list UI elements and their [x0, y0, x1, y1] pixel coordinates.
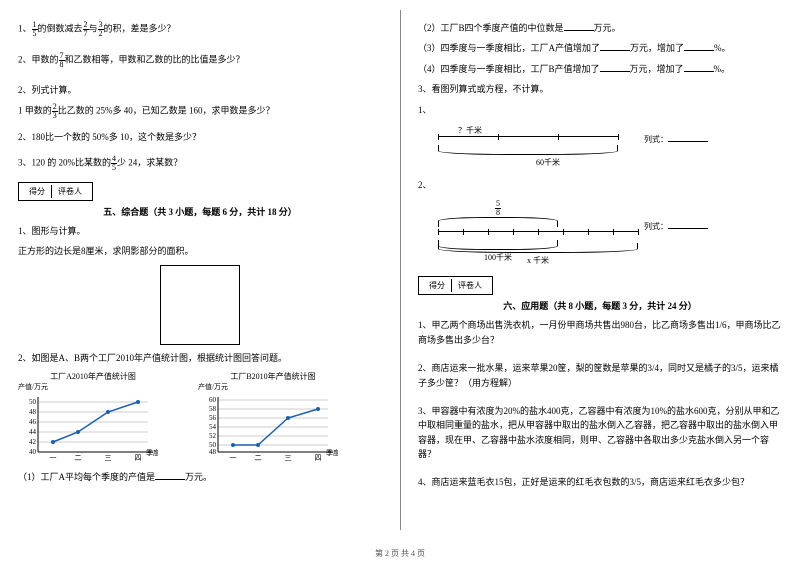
- svg-text:一: 一: [50, 454, 57, 462]
- b1t: 60千米: [438, 157, 658, 168]
- svg-text:一: 一: [230, 454, 237, 462]
- chart-a-title: 工厂A2010年产值统计图: [18, 371, 168, 382]
- svg-text:46: 46: [29, 418, 37, 426]
- left-column: 1、15的倒数减去27与32的积，差是多少？ 2、甲数的78和乙数相等，甲数和乙…: [0, 0, 400, 540]
- t: 的倒数减去: [38, 24, 83, 34]
- t: %。: [714, 64, 731, 74]
- r4: （4）四季度与一季度相比，工厂B产值增加了 万元，增加了 %。: [418, 62, 782, 76]
- svg-text:四: 四: [135, 454, 142, 462]
- geom2: 2、如图是A、B两个工厂2010年产值统计图，根据统计图回答问题。: [18, 351, 382, 365]
- charts: 工厂A2010年产值统计图 产值/万元 504846444240 一二三四季度 …: [18, 371, 382, 464]
- chart-b-ylabel: 产值/万元: [198, 382, 348, 392]
- bracket2: 58 列式： 100千米 x 千米: [438, 200, 658, 266]
- g2q1: （1）工厂A平均每个季度的产值是 万元。: [18, 470, 382, 484]
- t: 1 甲数的: [18, 106, 52, 116]
- svg-text:二: 二: [255, 454, 262, 462]
- app2: 2、商店运来一批水果，运来苹果20筐，梨的筐数是苹果的3/4，同时又是橘子的3/…: [418, 361, 782, 390]
- app1: 1、甲乙两个商场出售洗衣机，一月份甲商场共售出980台，比乙商场多售出1/6，甲…: [418, 318, 782, 347]
- marker-label: 评卷人: [452, 279, 488, 292]
- chart-a-svg: 50 48 46 44 42 40 一 二 三 四季度: [18, 392, 158, 462]
- chart-b-title: 工厂B2010年产值统计图: [198, 371, 348, 382]
- chart-a-ylabel: 产值/万元: [18, 382, 168, 392]
- t: 万元。: [594, 23, 621, 33]
- blank: [564, 22, 594, 31]
- b2-x: x 千米: [438, 255, 638, 266]
- svg-text:三: 三: [285, 454, 292, 462]
- r3: （3）四季度与一季度相比，工厂A产值增加了 万元，增加了 %。: [418, 41, 782, 55]
- score-label: 得分: [423, 279, 452, 292]
- app4: 4、商店运来蓝毛衣15包，正好是运来的红毛衣包数的3/5，商店运来红毛衣多少包？: [418, 475, 782, 489]
- svg-text:58: 58: [209, 405, 217, 413]
- blank: [684, 42, 714, 51]
- score-box: 得分评卷人: [418, 276, 782, 295]
- svg-text:季度: 季度: [146, 448, 158, 457]
- score-label: 得分: [23, 185, 52, 198]
- t: 列式：: [644, 222, 668, 231]
- t: 少 24，求某数？: [117, 157, 182, 167]
- geom1b: 正方形的边长是8厘米，求阴影部分的面积。: [18, 244, 382, 258]
- page-footer: 第 2 页 共 4 页: [0, 548, 800, 559]
- list-head: 2、列式计算。: [18, 83, 382, 97]
- section-6-title: 六、应用题（共 8 小题，每题 3 分，共计 24 分）: [418, 299, 782, 312]
- app3: 3、甲容器中有浓度为20%的盐水400克，乙容器中有浓度为10%的盐水600克，…: [418, 404, 782, 462]
- t: 3、120 的 20%比某数的: [18, 157, 111, 167]
- blank: [668, 133, 708, 142]
- chart-b: 工厂B2010年产值统计图 产值/万元 60585654525048 一二三四季…: [198, 371, 348, 464]
- list1: 1 甲数的23比乙数的 25%多 40，已知乙数是 160，求甲数是多少？: [18, 103, 382, 120]
- right-column: （2）工厂B四个季度产值的中位数是 万元。 （3）四季度与一季度相比，工厂A产值增…: [400, 0, 800, 540]
- svg-text:52: 52: [209, 432, 217, 440]
- score-box: 得分评卷人: [18, 182, 382, 201]
- svg-text:二: 二: [75, 454, 82, 462]
- r2: （2）工厂B四个季度产值的中位数是 万元。: [418, 21, 782, 35]
- t: 和乙数相等，甲数和乙数的比的比值是多少？: [65, 55, 245, 65]
- svg-text:56: 56: [209, 414, 217, 422]
- t: 2、甲数的: [18, 55, 59, 65]
- t: 万元，增加了: [630, 64, 684, 74]
- t: 列式：: [644, 135, 668, 144]
- list3: 3、120 的 20%比某数的45少 24，求某数？: [18, 155, 382, 172]
- svg-text:54: 54: [209, 423, 217, 431]
- blank: [155, 471, 185, 480]
- svg-text:40: 40: [29, 448, 37, 456]
- svg-text:60: 60: [209, 396, 217, 404]
- svg-text:48: 48: [29, 408, 37, 416]
- leaf-figure: [160, 265, 240, 345]
- t: %。: [714, 43, 731, 53]
- svg-text:四: 四: [315, 454, 322, 462]
- t: （4）四季度与一季度相比，工厂B产值增加了: [418, 64, 600, 74]
- chart-b-svg: 60585654525048 一二三四季度: [198, 392, 338, 462]
- geom1: 1、图形与计算。: [18, 224, 382, 238]
- t: （2）工厂B四个季度产值的中位数是: [418, 23, 564, 33]
- p3-2: 2、: [418, 178, 782, 192]
- t: 与: [89, 24, 98, 34]
- bracket1: ？千米 列式： 60千米: [438, 125, 658, 168]
- list2: 2、180比一个数的 50%多 10，这个数是多少？: [18, 130, 382, 144]
- chart-a: 工厂A2010年产值统计图 产值/万元 50 48 46 44 42 40 一 二 三 四季度: [18, 371, 168, 464]
- svg-text:44: 44: [29, 428, 37, 436]
- svg-text:50: 50: [29, 398, 37, 406]
- q1: 1、15的倒数减去27与32的积，差是多少？: [18, 21, 382, 38]
- q2: 2、甲数的78和乙数相等，甲数和乙数的比的比值是多少？: [18, 52, 382, 69]
- blank: [600, 63, 630, 72]
- t: 万元，增加了: [630, 43, 684, 53]
- t: 1、: [18, 24, 32, 34]
- frac: 58: [495, 200, 501, 217]
- t: 的积，差是多少？: [104, 24, 176, 34]
- section-5-title: 五、综合题（共 3 小题，每题 6 分，共计 18 分）: [18, 205, 382, 218]
- svg-text:季度: 季度: [326, 448, 338, 457]
- blank: [684, 63, 714, 72]
- p3-1: 1、: [418, 103, 782, 117]
- t: （3）四季度与一季度相比，工厂A产值增加了: [418, 43, 600, 53]
- t: 比乙数的 25%多 40，已知乙数是 160，求甲数是多少？: [58, 106, 275, 116]
- blank: [600, 42, 630, 51]
- svg-text:48: 48: [209, 448, 217, 456]
- column-divider: [400, 10, 401, 530]
- svg-text:三: 三: [105, 454, 112, 462]
- p3: 3、看图列算式或方程，不计算。: [418, 82, 782, 96]
- t: 万元。: [185, 472, 212, 482]
- blank: [668, 220, 708, 229]
- marker-label: 评卷人: [52, 185, 88, 198]
- svg-text:42: 42: [29, 438, 37, 446]
- t: （1）工厂A平均每个季度的产值是: [18, 472, 155, 482]
